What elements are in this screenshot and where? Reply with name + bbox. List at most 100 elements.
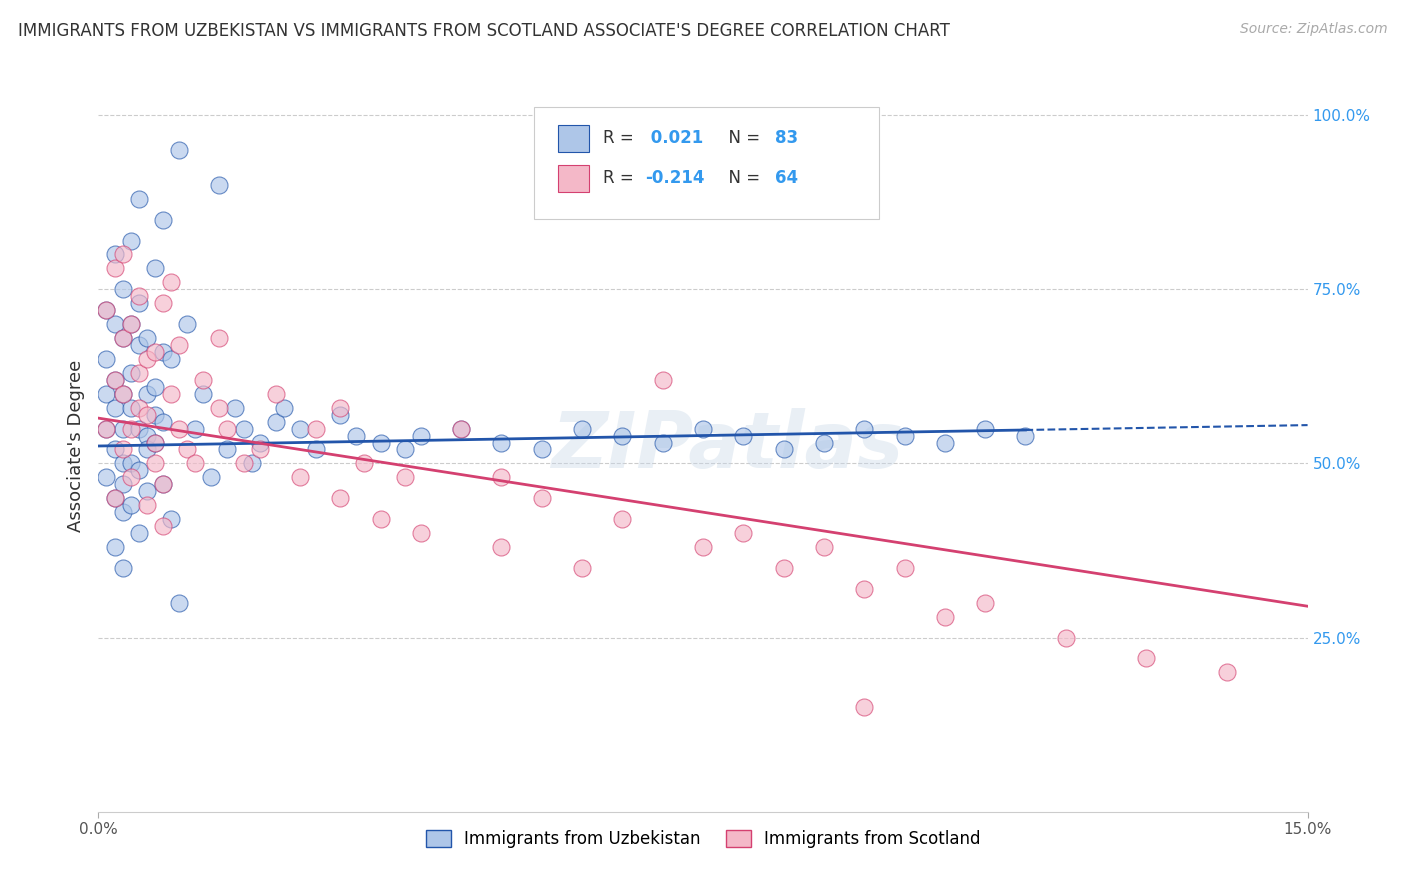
Point (96, 386, 118, 401)
Point (160, 512, 183, 526)
Text: 0.021: 0.021 (645, 129, 703, 147)
Point (305, 442, 328, 457)
Point (893, 428, 915, 442)
Point (120, 498, 142, 512)
Point (135, 408, 157, 422)
Point (128, 421, 150, 435)
Point (128, 401, 150, 415)
Point (193, 373, 215, 387)
Point (152, 212, 174, 227)
Point (152, 345, 174, 359)
Point (143, 261, 166, 276)
Point (128, 366, 150, 380)
Point (240, 457, 263, 471)
Text: N =: N = (718, 129, 766, 147)
Point (370, 512, 392, 526)
Point (853, 582, 876, 596)
Point (344, 428, 367, 442)
Point (329, 401, 352, 415)
Point (184, 421, 207, 435)
Point (96, 421, 118, 435)
Point (733, 428, 755, 442)
Point (1054, 631, 1077, 645)
Point (128, 192, 150, 206)
Point (152, 477, 174, 491)
Point (128, 526, 150, 541)
Y-axis label: Associate's Degree: Associate's Degree (66, 359, 84, 533)
Point (128, 338, 150, 352)
Text: 83: 83 (775, 129, 797, 147)
Point (135, 442, 157, 457)
Point (491, 540, 513, 554)
Point (120, 366, 142, 380)
Point (160, 351, 183, 366)
Legend: Immigrants from Uzbekistan, Immigrants from Scotland: Immigrants from Uzbekistan, Immigrants f… (419, 823, 987, 855)
Point (353, 457, 375, 471)
Point (974, 421, 997, 435)
Point (692, 421, 714, 435)
Point (232, 421, 254, 435)
Point (530, 442, 553, 457)
Point (128, 296, 150, 310)
Point (409, 428, 432, 442)
Point (651, 373, 673, 387)
Point (111, 331, 134, 345)
Point (530, 491, 553, 506)
Point (934, 609, 956, 624)
Point (120, 457, 142, 471)
Point (103, 401, 125, 415)
Point (103, 540, 125, 554)
Point (217, 421, 239, 435)
Point (143, 380, 166, 394)
Point (264, 386, 287, 401)
Point (111, 457, 134, 471)
Text: N =: N = (718, 169, 766, 187)
Point (96, 303, 118, 318)
Point (120, 317, 142, 331)
Point (160, 275, 183, 289)
Point (160, 386, 183, 401)
Point (249, 442, 271, 457)
Point (103, 373, 125, 387)
Point (232, 457, 254, 471)
Text: Source: ZipAtlas.com: Source: ZipAtlas.com (1240, 22, 1388, 37)
Point (1135, 651, 1157, 665)
Point (103, 373, 125, 387)
Point (143, 457, 166, 471)
Point (1014, 428, 1036, 442)
Point (96, 421, 118, 435)
Point (208, 178, 231, 192)
Point (103, 247, 125, 261)
Point (152, 519, 174, 533)
Point (288, 421, 311, 435)
Point (853, 421, 876, 435)
Point (96, 470, 118, 484)
Point (103, 491, 125, 506)
Point (167, 338, 190, 352)
Point (135, 498, 157, 512)
Text: R =: R = (603, 129, 640, 147)
Point (491, 470, 513, 484)
Point (111, 386, 134, 401)
Point (143, 435, 166, 450)
Point (571, 561, 593, 575)
Point (135, 351, 157, 366)
Point (103, 442, 125, 457)
Point (96, 351, 118, 366)
Point (176, 442, 198, 457)
Point (394, 442, 416, 457)
Point (120, 317, 142, 331)
Point (111, 247, 134, 261)
Point (612, 512, 634, 526)
Point (111, 561, 134, 575)
Point (329, 491, 352, 506)
Point (1216, 665, 1239, 680)
Point (143, 345, 166, 359)
Text: R =: R = (603, 169, 640, 187)
Point (152, 477, 174, 491)
Point (111, 505, 134, 519)
Point (128, 289, 150, 303)
Point (370, 435, 392, 450)
Point (96, 303, 118, 318)
Point (224, 401, 246, 415)
